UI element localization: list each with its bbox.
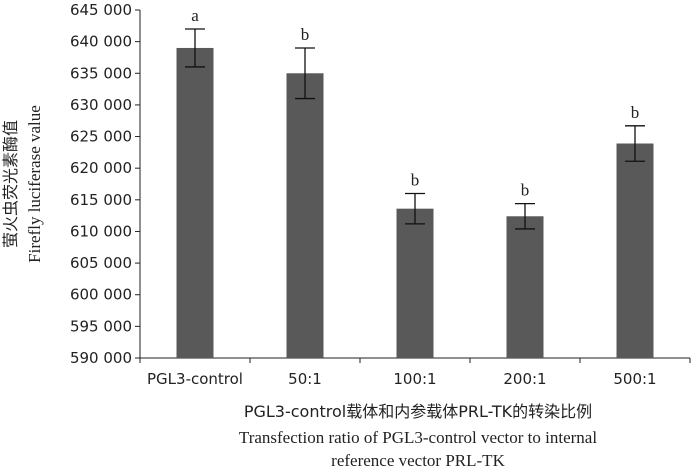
y-tick-label: 640 000 [70,33,132,51]
bar-0 [176,47,214,359]
x-axis-title-english-line-1: Transfection ratio of PGL3-control vecto… [239,428,597,447]
y-tick-label: 605 000 [70,254,132,272]
y-tick-label: 625 000 [70,128,132,146]
x-axis-title-english-line-2: reference vector PRL-TK [331,451,505,470]
x-tick-label: PGL3-control [147,370,243,388]
x-axis-title-chinese: PGL3-control载体和内参载体PRL-TK的转染比例 [244,402,592,421]
bar-4 [616,143,654,358]
bar-3 [506,216,544,358]
x-tick-label: 50:1 [288,370,322,388]
y-tick-label: 620 000 [70,159,132,177]
y-tick-label: 630 000 [70,96,132,114]
x-tick-label: 500:1 [613,370,656,388]
significance-label: b [631,103,640,122]
significance-label: b [411,170,420,189]
bar-2 [396,208,434,358]
significance-label: b [301,25,310,44]
x-tick-label: 200:1 [503,370,546,388]
y-axis-title-chinese: 萤火虫荧光素酶值 [1,120,20,248]
y-tick-label: 635 000 [70,64,132,82]
bar-1 [286,73,324,358]
significance-label: a [191,6,199,25]
y-tick-label: 595 000 [70,317,132,335]
y-tick-label: 615 000 [70,191,132,209]
y-tick-label: 610 000 [70,222,132,240]
bars: a b b b b [176,6,654,359]
x-axis: PGL3-control 50:1 100:1 200:1 500:1 [139,357,691,388]
y-tick-label: 645 000 [70,1,132,19]
significance-label: b [521,181,530,200]
y-tick-label: 590 000 [70,349,132,367]
y-axis: 590 000 595 000 600 000 605 000 610 000 615 0… [70,1,141,367]
y-axis-title-english: Firefly luciferase value [25,105,44,263]
x-tick-label: 100:1 [393,370,436,388]
y-tick-label: 600 000 [70,286,132,304]
